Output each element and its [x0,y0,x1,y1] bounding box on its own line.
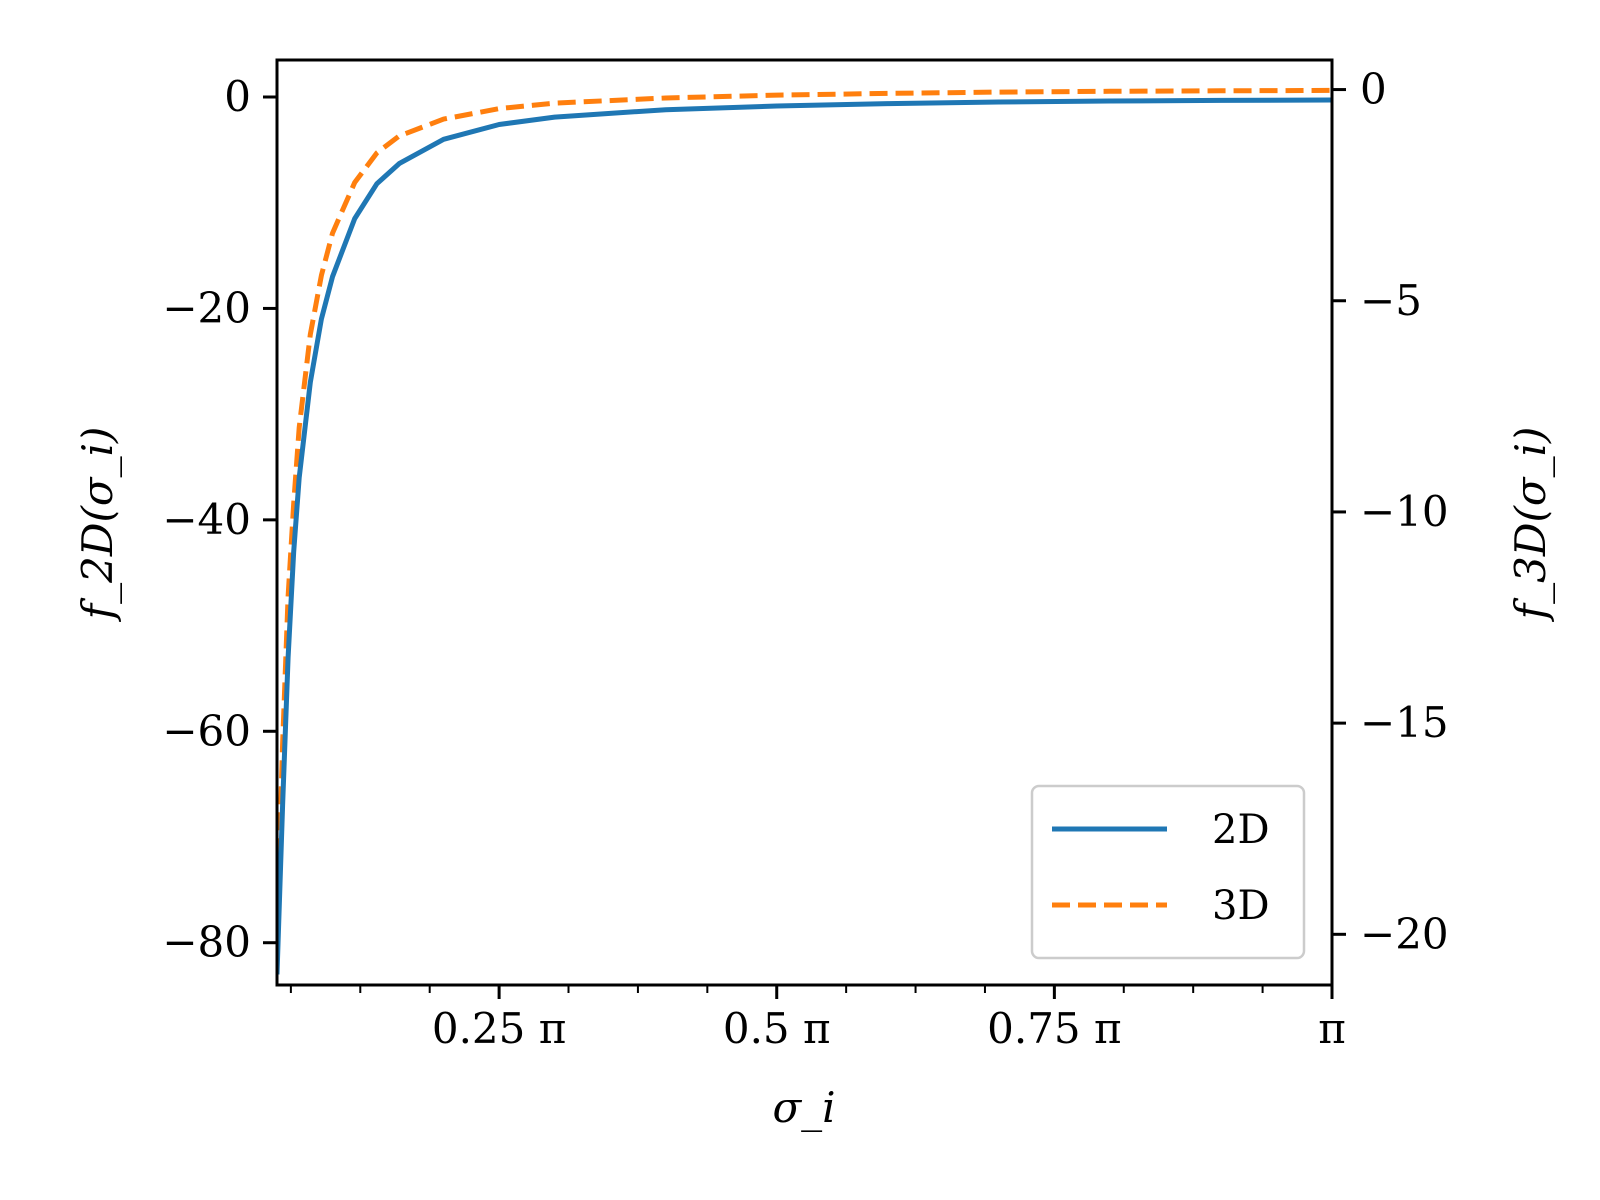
axes-layer: 0.25 π 0.5 π 0.75 π π 0 −20 −40 −60 −80 0 −5 −10 −15… [162,65,1448,1053]
y-right-tick-label: 0 [1360,65,1387,114]
y-right-tick-label: −10 [1360,487,1449,536]
y-left-tick-label: −80 [162,918,251,967]
plot-frame [275,58,1334,987]
legend-label-2d: 2D [1212,807,1270,853]
series-line-3d [277,87,1332,935]
legend: 2D 3D [1030,784,1306,960]
y-left-tick-label: −60 [162,706,251,755]
x-tick-label: 0.5 π [723,1004,831,1053]
y-right-axis-label: f_3D(σ_i) [1506,427,1555,623]
legend-label-3d: 3D [1212,883,1270,929]
y-left-tick-label: −40 [162,495,251,544]
y-left-tick-label: −20 [162,283,251,332]
x-tick-label: 0.25 π [432,1004,566,1053]
x-axis-label: σ_i [772,1083,835,1132]
x-tick-label: 0.75 π [987,1004,1121,1053]
series-line-2d [277,97,1332,975]
plot-layer [277,87,1332,975]
y-right-tick-label: −5 [1360,276,1422,325]
y-right-tick-label: −20 [1360,909,1449,958]
y-left-axis-label: f_2D(σ_i) [73,427,122,623]
y-left-tick-label: 0 [224,72,251,121]
y-right-tick-label: −15 [1360,698,1449,747]
x-tick-label: π [1318,1004,1346,1053]
